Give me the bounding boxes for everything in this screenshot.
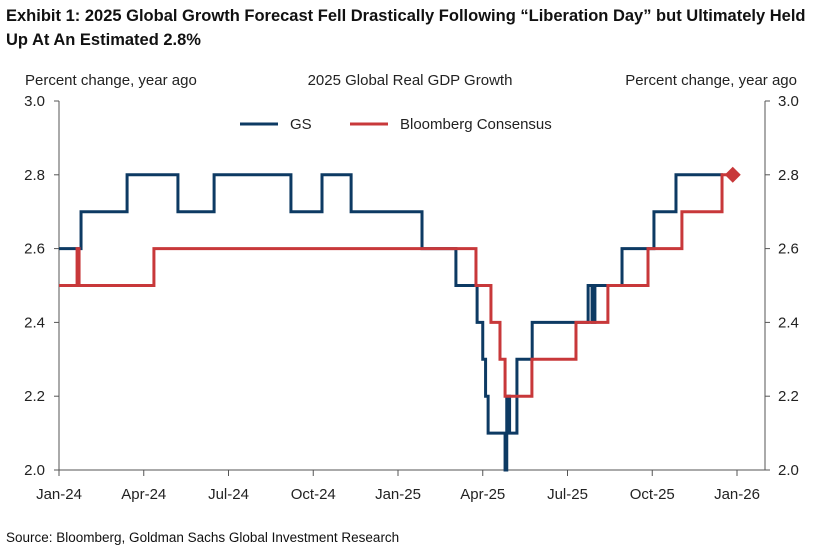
y-tick-label-left: 2.8 xyxy=(24,167,45,184)
x-tick-label: Jan-26 xyxy=(714,486,760,503)
gs-line xyxy=(59,173,723,472)
y-tick-label-right: 3.0 xyxy=(778,93,799,110)
y-tick-label-right: 2.8 xyxy=(778,167,799,184)
left-axis-label: Percent change, year ago xyxy=(25,72,197,89)
chart-title: 2025 Global Real GDP Growth xyxy=(308,72,513,89)
y-tick-label-right: 2.0 xyxy=(778,462,799,479)
x-tick-label: Apr-25 xyxy=(460,486,505,503)
x-tick-label: Oct-24 xyxy=(291,486,336,503)
y-tick-label-left: 3.0 xyxy=(24,93,45,110)
right-axis-label: Percent change, year ago xyxy=(625,72,797,89)
legend: GS Bloomberg Consensus xyxy=(240,116,552,133)
gdp-growth-chart: Percent change, year ago 2025 Global Rea… xyxy=(24,72,799,503)
legend-label-consensus: Bloomberg Consensus xyxy=(400,116,552,133)
x-tick-label: Jan-25 xyxy=(375,486,421,503)
y-tick-label-right: 2.2 xyxy=(778,388,799,405)
consensus-line xyxy=(59,173,733,398)
y-tick-label-left: 2.6 xyxy=(24,241,45,258)
consensus-latest-marker xyxy=(724,166,741,183)
y-tick-label-right: 2.4 xyxy=(778,314,799,331)
exhibit-title: Exhibit 1: 2025 Global Growth Forecast F… xyxy=(6,7,806,49)
y-tick-label-left: 2.4 xyxy=(24,314,45,331)
y-tick-label-left: 2.0 xyxy=(24,462,45,479)
x-tick-label: Apr-24 xyxy=(121,486,166,503)
x-tick-label: Jan-24 xyxy=(36,486,82,503)
y-tick-label-left: 2.2 xyxy=(24,388,45,405)
x-tick-label: Oct-25 xyxy=(630,486,675,503)
source-note: Source: Bloomberg, Goldman Sachs Global … xyxy=(6,530,400,545)
x-tick-label: Jul-25 xyxy=(547,486,588,503)
x-tick-label: Jul-24 xyxy=(208,486,249,503)
legend-label-gs: GS xyxy=(290,116,312,133)
y-tick-label-right: 2.6 xyxy=(778,241,799,258)
